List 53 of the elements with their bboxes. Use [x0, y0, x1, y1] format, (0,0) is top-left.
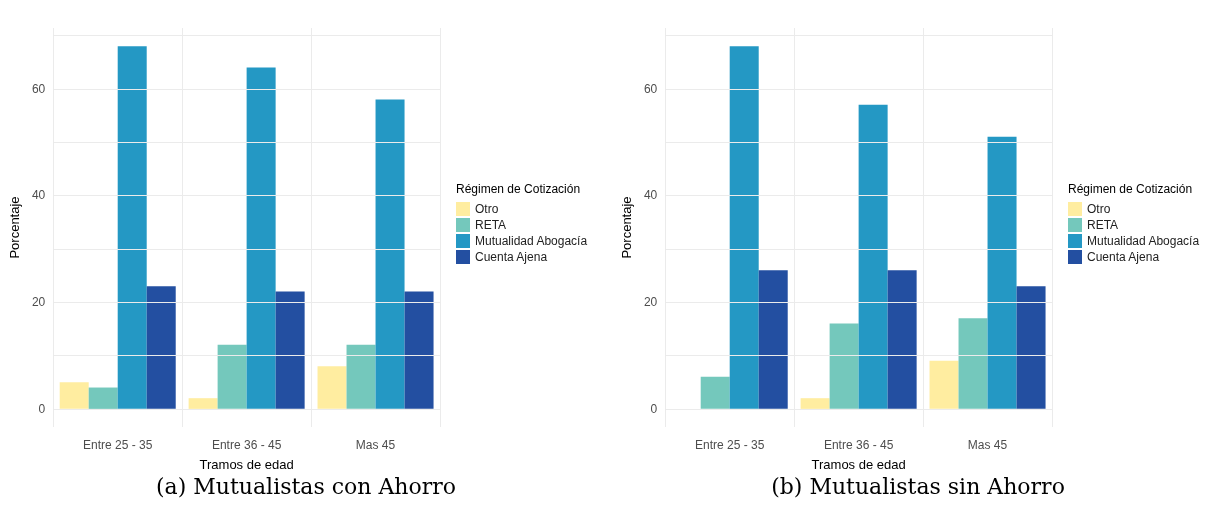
legend-label: RETA [475, 218, 507, 232]
bar [59, 382, 89, 409]
bar [958, 318, 988, 409]
x-tick-label: Entre 36 - 45 [823, 438, 894, 452]
bar [217, 344, 247, 409]
bar [1016, 286, 1046, 409]
bar [404, 291, 434, 409]
bar [88, 387, 118, 409]
bar [800, 398, 830, 409]
y-tick-label: 60 [31, 81, 46, 96]
legend-title: Régimen de Cotización [1068, 182, 1193, 196]
legend-title: Régimen de Cotización [456, 182, 581, 196]
bar [275, 291, 305, 409]
y-tick-label: 0 [650, 401, 658, 416]
y-tick-label: 60 [643, 81, 658, 96]
bar [188, 398, 218, 409]
legend-label: RETA [1087, 218, 1119, 232]
bar [929, 360, 959, 409]
legend-label: Mutualidad Abogacía [1087, 234, 1200, 248]
y-tick-label: 0 [38, 401, 46, 416]
x-axis-title: Tramos de edad [811, 457, 906, 472]
y-tick-label: 20 [643, 295, 658, 310]
y-axis-title: Porcentaje [619, 196, 634, 259]
bar [887, 270, 917, 409]
legend-label: Mutualidad Abogacía [475, 234, 588, 248]
bar [117, 46, 147, 409]
y-tick-label: 40 [31, 188, 46, 203]
x-tick-label: Mas 45 [355, 438, 396, 452]
bar [858, 104, 888, 409]
bar [700, 376, 730, 409]
bar [758, 270, 788, 409]
bar [146, 286, 176, 409]
x-axis-title: Tramos de edad [199, 457, 294, 472]
x-tick-label: Mas 45 [967, 438, 1008, 452]
text: (b) Mutualistas sin Ahorro [771, 473, 1065, 499]
x-tick-label: Entre 25 - 35 [695, 438, 765, 452]
y-axis-title: Porcentaje [7, 196, 22, 259]
legend-label: Cuenta Ajena [475, 250, 548, 264]
y-tick-label: 20 [31, 295, 46, 310]
legend-label: Otro [1087, 202, 1111, 216]
x-tick-label: Entre 25 - 35 [83, 438, 153, 452]
bar [246, 67, 276, 409]
text: (a) Mutualistas con Ahorro [155, 473, 457, 499]
legend-label: Otro [475, 202, 499, 216]
bar [317, 366, 347, 409]
y-tick-label: 40 [643, 188, 658, 203]
bar [729, 46, 759, 409]
bar [375, 99, 405, 409]
bar [987, 136, 1017, 409]
bar [829, 323, 859, 409]
x-tick-label: Entre 36 - 45 [211, 438, 282, 452]
bar [346, 344, 376, 409]
legend-label: Cuenta Ajena [1087, 250, 1160, 264]
